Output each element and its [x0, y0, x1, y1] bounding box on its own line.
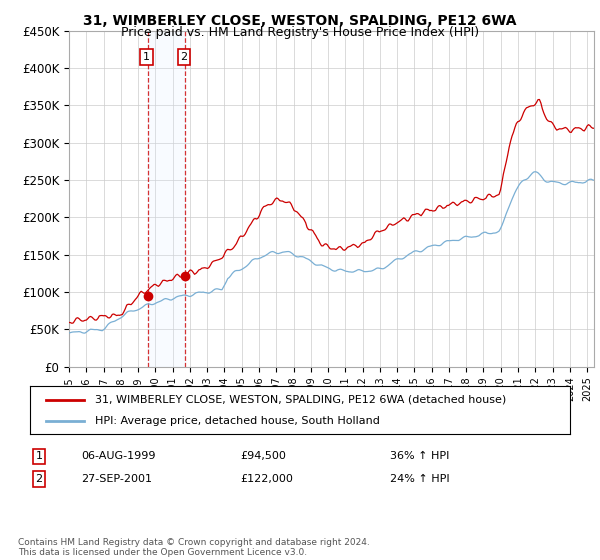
Text: £94,500: £94,500 — [240, 451, 286, 461]
Text: 1: 1 — [35, 451, 43, 461]
Text: 2: 2 — [180, 52, 187, 62]
Text: 31, WIMBERLEY CLOSE, WESTON, SPALDING, PE12 6WA: 31, WIMBERLEY CLOSE, WESTON, SPALDING, P… — [83, 14, 517, 28]
Text: 1: 1 — [143, 52, 150, 62]
Text: 27-SEP-2001: 27-SEP-2001 — [81, 474, 152, 484]
Text: HPI: Average price, detached house, South Holland: HPI: Average price, detached house, Sout… — [95, 416, 380, 426]
Text: 06-AUG-1999: 06-AUG-1999 — [81, 451, 155, 461]
Text: 31, WIMBERLEY CLOSE, WESTON, SPALDING, PE12 6WA (detached house): 31, WIMBERLEY CLOSE, WESTON, SPALDING, P… — [95, 395, 506, 405]
Bar — [148, 31, 185, 367]
Text: £122,000: £122,000 — [240, 474, 293, 484]
Text: Price paid vs. HM Land Registry's House Price Index (HPI): Price paid vs. HM Land Registry's House … — [121, 26, 479, 39]
Text: 2: 2 — [35, 474, 43, 484]
Text: 24% ↑ HPI: 24% ↑ HPI — [390, 474, 449, 484]
Text: 36% ↑ HPI: 36% ↑ HPI — [390, 451, 449, 461]
Text: Contains HM Land Registry data © Crown copyright and database right 2024.
This d: Contains HM Land Registry data © Crown c… — [18, 538, 370, 557]
